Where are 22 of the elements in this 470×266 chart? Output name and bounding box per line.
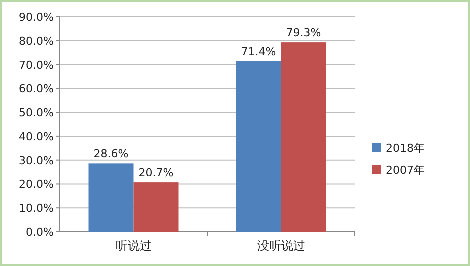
bar — [236, 61, 282, 232]
y-tick-label: 30.0% — [19, 154, 54, 168]
y-tick-label: 50.0% — [19, 106, 54, 120]
bar — [88, 164, 134, 232]
y-tick-label: 70.0% — [19, 58, 54, 72]
legend-label: 2007年 — [386, 164, 425, 177]
bar — [281, 42, 326, 232]
y-tick-label: 60.0% — [19, 82, 54, 96]
x-tick-label: 听说过 — [116, 239, 152, 253]
x-tick-label: 没听说过 — [257, 239, 306, 253]
data-label: 20.7% — [138, 166, 174, 180]
y-tick-label: 90.0% — [19, 11, 54, 24]
bar — [134, 182, 179, 232]
y-tick-label: 10.0% — [19, 202, 54, 216]
data-label: 71.4% — [241, 45, 276, 58]
legend-label: 2018年 — [386, 142, 425, 155]
y-tick-label: 0.0% — [26, 226, 54, 239]
data-label: 28.6% — [94, 148, 129, 161]
y-tick-label: 40.0% — [19, 130, 54, 144]
y-tick-label: 80.0% — [19, 34, 54, 48]
y-tick-label: 20.0% — [19, 178, 54, 192]
data-label: 79.3% — [286, 26, 322, 40]
